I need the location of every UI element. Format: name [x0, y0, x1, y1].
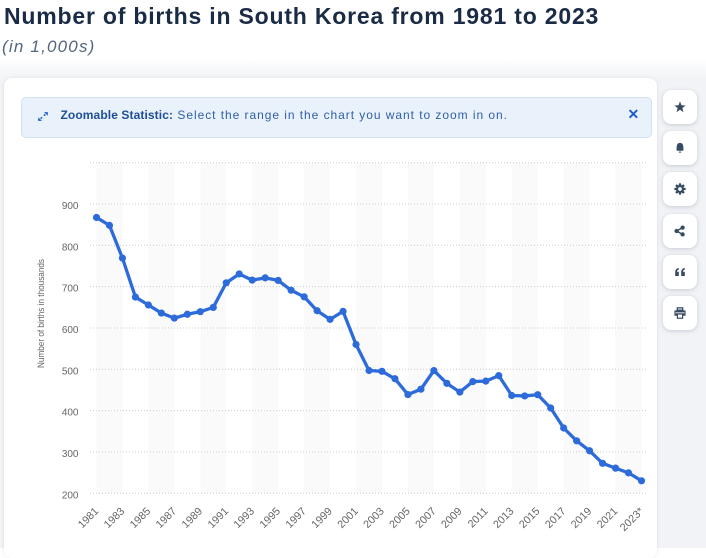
svg-text:1991: 1991 [206, 505, 231, 530]
svg-text:500: 500 [62, 366, 79, 377]
svg-text:2001: 2001 [335, 505, 360, 530]
svg-text:400: 400 [62, 408, 79, 419]
svg-text:1993: 1993 [232, 505, 257, 530]
svg-text:300: 300 [62, 449, 79, 460]
svg-text:900: 900 [62, 201, 79, 212]
svg-text:600: 600 [62, 325, 79, 336]
svg-text:200: 200 [62, 490, 79, 501]
svg-text:2015: 2015 [517, 505, 542, 530]
svg-text:1983: 1983 [102, 505, 127, 530]
svg-text:Number of births in thousands: Number of births in thousands [36, 259, 47, 368]
svg-text:2021: 2021 [595, 505, 620, 530]
svg-text:2011: 2011 [466, 505, 491, 530]
svg-text:1999: 1999 [309, 505, 334, 530]
svg-text:1997: 1997 [283, 505, 308, 530]
svg-text:800: 800 [62, 242, 79, 253]
svg-text:2013: 2013 [491, 505, 516, 530]
svg-text:700: 700 [62, 284, 79, 295]
svg-text:2005: 2005 [387, 505, 412, 530]
svg-text:2009: 2009 [439, 505, 464, 530]
svg-text:2003: 2003 [361, 505, 386, 530]
svg-text:1985: 1985 [128, 505, 153, 530]
svg-text:1987: 1987 [154, 505, 179, 530]
svg-text:1981: 1981 [76, 505, 101, 530]
svg-text:2007: 2007 [413, 505, 438, 530]
svg-text:1995: 1995 [258, 505, 283, 530]
svg-text:2017: 2017 [543, 505, 568, 530]
svg-text:1989: 1989 [180, 505, 205, 530]
svg-text:2023*: 2023* [618, 505, 647, 534]
svg-text:2019: 2019 [569, 505, 594, 530]
